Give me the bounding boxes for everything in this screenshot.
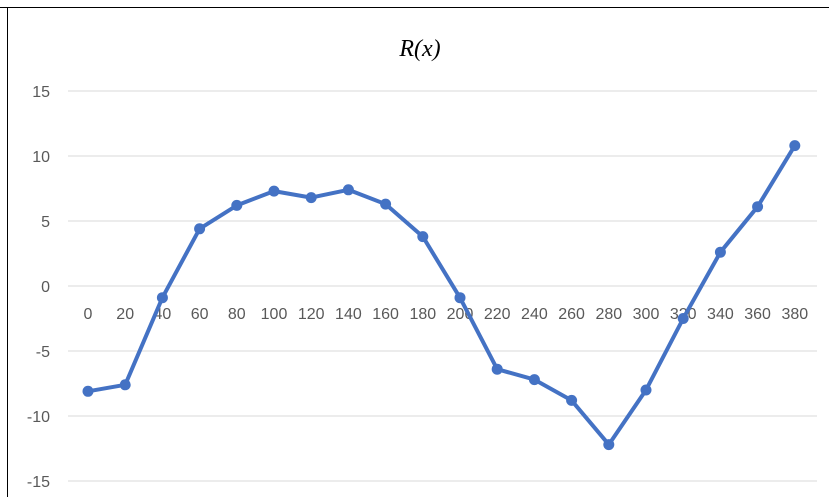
y-tick-label: 0 bbox=[41, 279, 50, 296]
data-point bbox=[752, 201, 763, 212]
x-tick-label: 380 bbox=[781, 306, 808, 323]
data-point bbox=[455, 292, 466, 303]
y-tick-label: 15 bbox=[32, 84, 50, 101]
x-tick-label: 160 bbox=[372, 306, 399, 323]
y-axis-ticks: 15 10 5 0 -5 -10 -15 bbox=[27, 84, 50, 491]
x-tick-label: 340 bbox=[707, 306, 734, 323]
data-point bbox=[306, 192, 317, 203]
y-tick-label: -10 bbox=[27, 409, 50, 426]
x-tick-label: 240 bbox=[521, 306, 548, 323]
chart-title: R(x) bbox=[398, 36, 440, 62]
y-tick-label: 5 bbox=[41, 214, 50, 231]
data-point bbox=[269, 186, 280, 197]
data-point bbox=[603, 439, 614, 450]
x-tick-label: 300 bbox=[633, 306, 660, 323]
x-tick-label: 180 bbox=[409, 306, 436, 323]
x-tick-label: 60 bbox=[191, 306, 209, 323]
data-point bbox=[83, 386, 94, 397]
x-tick-label: 20 bbox=[116, 306, 134, 323]
series-line bbox=[88, 146, 795, 445]
data-point bbox=[157, 292, 168, 303]
x-tick-label: 360 bbox=[744, 306, 771, 323]
gridlines bbox=[68, 91, 817, 481]
y-tick-label: -15 bbox=[27, 474, 50, 491]
data-point bbox=[492, 364, 503, 375]
data-point bbox=[380, 199, 391, 210]
data-point bbox=[641, 385, 652, 396]
x-tick-label: 120 bbox=[298, 306, 325, 323]
data-point bbox=[715, 247, 726, 258]
data-point bbox=[789, 140, 800, 151]
data-point bbox=[120, 379, 131, 390]
data-point bbox=[417, 231, 428, 242]
data-point bbox=[194, 223, 205, 234]
data-point bbox=[343, 184, 354, 195]
x-tick-label: 280 bbox=[595, 306, 622, 323]
y-tick-label: -5 bbox=[36, 344, 50, 361]
x-tick-label: 100 bbox=[261, 306, 288, 323]
series-group bbox=[83, 140, 801, 450]
x-tick-label: 80 bbox=[228, 306, 246, 323]
x-tick-label: 260 bbox=[558, 306, 585, 323]
y-tick-label: 10 bbox=[32, 149, 50, 166]
x-tick-label: 220 bbox=[484, 306, 511, 323]
data-point bbox=[231, 200, 242, 211]
x-tick-label: 140 bbox=[335, 306, 362, 323]
x-tick-label: 0 bbox=[84, 306, 93, 323]
x-axis-ticks: 0 20 40 60 80 100 120 140 160 180 200 220 240 260 280 3… bbox=[84, 306, 809, 323]
data-point bbox=[566, 395, 577, 406]
data-point bbox=[678, 313, 689, 324]
data-point bbox=[529, 374, 540, 385]
